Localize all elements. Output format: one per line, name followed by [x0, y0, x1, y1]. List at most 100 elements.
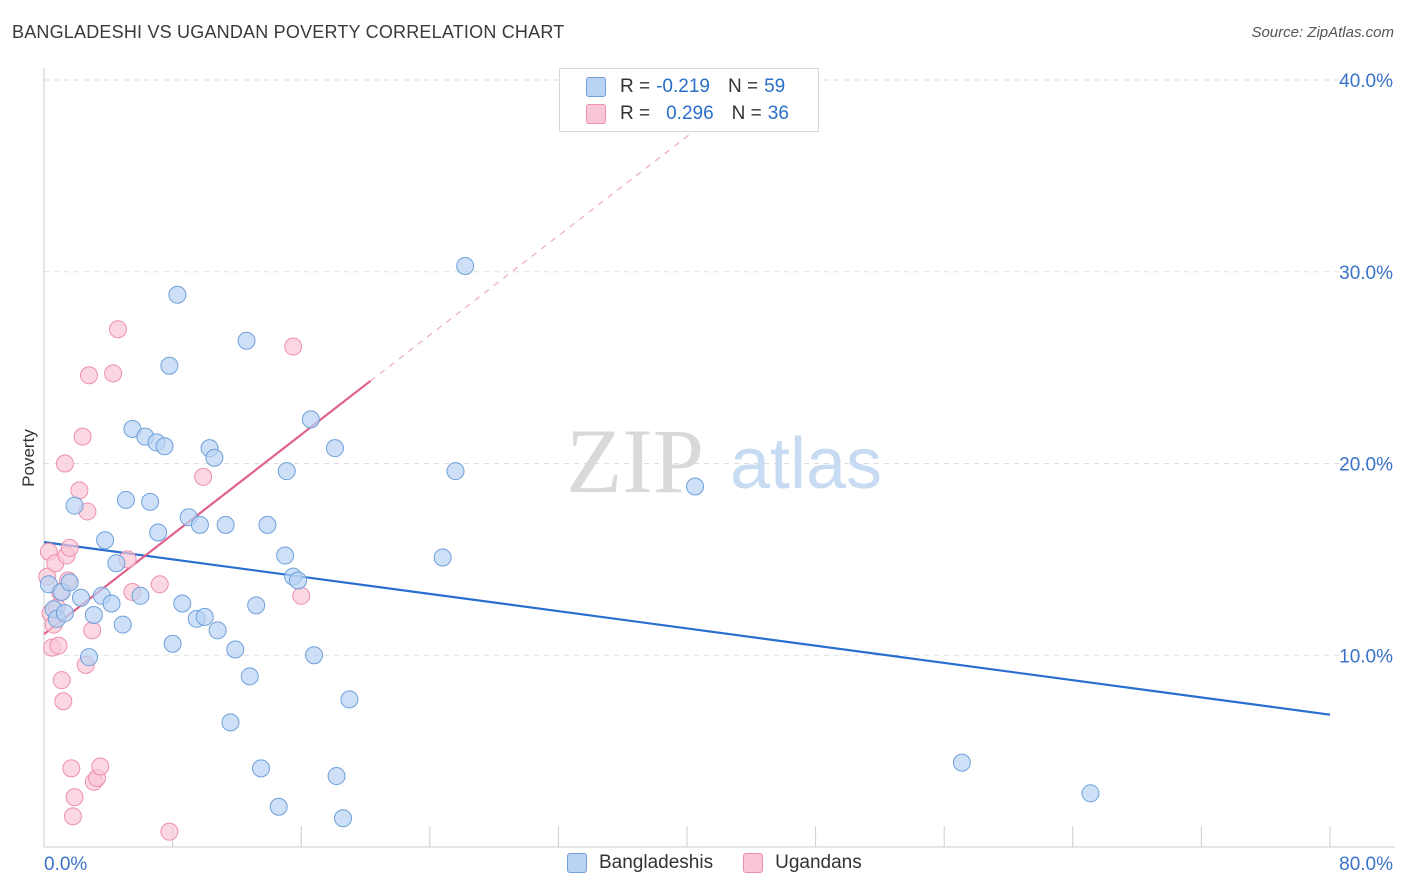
point-bangladeshis	[456, 256, 475, 275]
point-bangladeshis	[71, 588, 90, 607]
point-bangladeshis	[686, 477, 705, 496]
point-bangladeshis	[258, 515, 277, 534]
chart-title: BANGLADESHI VS UGANDAN POVERTY CORRELATI…	[12, 22, 565, 42]
legend-label: Ugandans	[775, 852, 862, 873]
point-ugandans	[63, 807, 82, 826]
point-bangladeshis	[168, 285, 187, 304]
y-tick-label: 30.0%	[1339, 263, 1393, 284]
point-bangladeshis	[1081, 784, 1100, 803]
point-bangladeshis	[288, 571, 307, 590]
trend-layer	[43, 98, 1331, 716]
point-bangladeshis	[60, 573, 79, 592]
point-ugandans	[80, 366, 99, 385]
blue-swatch	[586, 77, 606, 97]
legend-row-ugandans: R = 0.296 N = 36	[586, 100, 789, 128]
point-bangladeshis	[340, 690, 359, 709]
point-bangladeshis	[952, 753, 971, 772]
point-bangladeshis	[325, 439, 344, 458]
n-label: N =	[727, 76, 759, 97]
point-bangladeshis	[80, 648, 99, 667]
point-bangladeshis	[301, 410, 320, 429]
y-tick-label: 10.0%	[1339, 646, 1393, 667]
points-layer	[38, 256, 1100, 841]
x-tick-labels: 0.0% 80.0%	[44, 854, 1393, 875]
point-bangladeshis	[216, 515, 235, 534]
point-ugandans	[55, 454, 74, 473]
point-bangladeshis	[252, 759, 271, 778]
point-bangladeshis	[131, 586, 150, 605]
x-tick-label: 0.0%	[44, 854, 87, 875]
point-bangladeshis	[446, 462, 465, 481]
r-label: R =	[620, 103, 651, 124]
point-ugandans	[284, 337, 303, 356]
point-bangladeshis	[277, 462, 296, 481]
point-bangladeshis	[107, 554, 126, 573]
point-bangladeshis	[226, 640, 245, 659]
trend-line-bangladeshis	[43, 541, 1331, 716]
point-ugandans	[91, 757, 110, 776]
point-bangladeshis	[96, 531, 115, 550]
n-label: N =	[731, 103, 762, 124]
watermark-zip: ZIP	[566, 410, 704, 512]
point-bangladeshis	[141, 492, 160, 511]
point-ugandans	[194, 467, 213, 486]
y-tick-labels: 10.0% 20.0% 30.0% 40.0%	[1339, 71, 1393, 667]
y-tick-label: 20.0%	[1339, 455, 1393, 476]
point-bangladeshis	[247, 596, 266, 615]
point-bangladeshis	[433, 548, 452, 567]
series-legend: Bangladeshis Ugandans	[567, 852, 892, 874]
r-label: R =	[620, 76, 651, 97]
point-ugandans	[49, 636, 68, 655]
point-ugandans	[108, 320, 127, 339]
point-bangladeshis	[149, 523, 168, 542]
legend-row-bangladeshis: R = -0.219 N = 59	[586, 73, 785, 101]
point-ugandans	[150, 575, 169, 594]
point-bangladeshis	[269, 797, 288, 816]
point-ugandans	[104, 364, 123, 383]
point-bangladeshis	[190, 515, 209, 534]
watermark-atlas: atlas	[730, 424, 882, 504]
source-label: Source: ZipAtlas.com	[1251, 24, 1394, 41]
r-value: 0.296	[666, 103, 714, 124]
point-ugandans	[292, 586, 311, 605]
correlation-legend: R = -0.219 N = 59 R = 0.296 N = 36	[559, 68, 819, 132]
legend-item-ugandans[interactable]: Ugandans	[743, 852, 862, 874]
point-bangladeshis	[84, 605, 103, 624]
y-axis-label: Poverty	[19, 429, 38, 487]
point-ugandans	[54, 692, 73, 711]
point-bangladeshis	[205, 448, 224, 467]
y-tick-label: 40.0%	[1339, 71, 1393, 92]
legend-label: Bangladeshis	[599, 852, 714, 873]
point-bangladeshis	[276, 546, 295, 565]
point-bangladeshis	[221, 713, 240, 732]
trend-line-ugandans-extended	[369, 98, 736, 382]
point-bangladeshis	[116, 490, 135, 509]
n-value: 36	[767, 103, 789, 124]
point-bangladeshis	[113, 615, 132, 634]
point-bangladeshis	[55, 604, 74, 623]
point-bangladeshis	[333, 809, 352, 828]
point-bangladeshis	[195, 607, 214, 626]
r-value: -0.219	[656, 76, 710, 97]
blue-swatch	[567, 853, 587, 873]
point-ugandans	[83, 621, 102, 640]
point-bangladeshis	[65, 496, 84, 515]
point-ugandans	[70, 481, 89, 500]
point-ugandans	[52, 671, 71, 690]
point-bangladeshis	[102, 594, 121, 613]
x-tick-label: 80.0%	[1339, 854, 1393, 875]
pink-swatch	[743, 853, 764, 873]
axes-layer	[43, 68, 1395, 848]
point-ugandans	[160, 822, 179, 841]
point-bangladeshis	[208, 621, 227, 640]
point-bangladeshis	[155, 437, 174, 456]
legend-item-bangladeshis[interactable]: Bangladeshis	[567, 852, 713, 874]
point-ugandans	[65, 788, 84, 807]
point-bangladeshis	[240, 667, 259, 686]
point-bangladeshis	[305, 646, 324, 665]
point-bangladeshis	[237, 331, 256, 350]
n-value: 59	[764, 76, 786, 97]
point-ugandans	[60, 538, 79, 557]
point-bangladeshis	[160, 356, 179, 375]
point-bangladeshis	[173, 594, 192, 613]
